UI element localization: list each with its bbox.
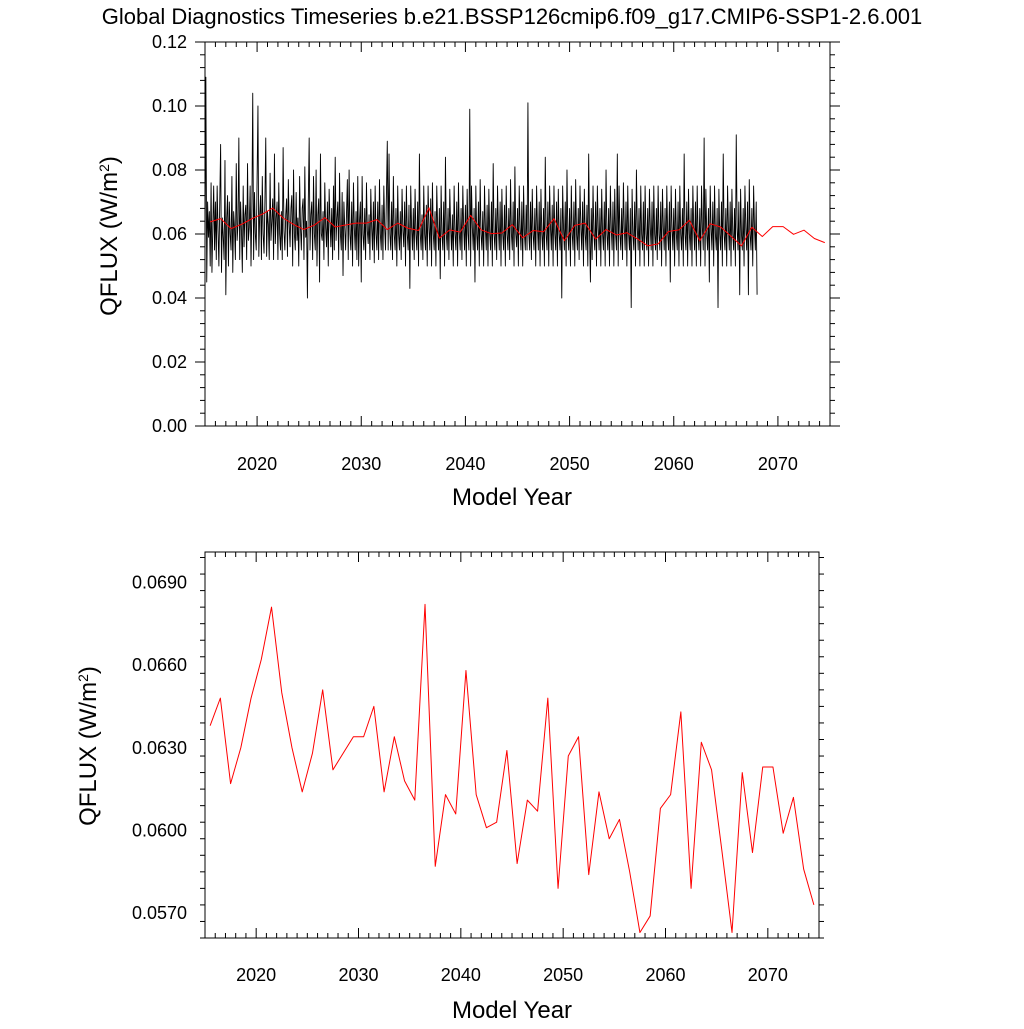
bottom-y-axis-title-sup: 2 [75, 674, 91, 682]
svg-text:QFLUX (W/m2): QFLUX (W/m2) [96, 156, 123, 316]
svg-text:QFLUX (W/m2): QFLUX (W/m2) [75, 666, 102, 826]
bottom-series-annual-line [209, 603, 815, 933]
bottom-y-tick-label: 0.0630 [132, 738, 187, 758]
bottom-x-axis-title: Model Year [452, 997, 572, 1024]
top-y-tick-label: 0.06 [152, 224, 187, 244]
bottom-y-tick-label: 0.0600 [132, 820, 187, 840]
top-y-axis-title-main: QFLUX (W/m [96, 172, 123, 316]
bottom-y-axis-title: QFLUX (W/m2) [75, 666, 102, 826]
bottom-y-tick-label: 0.0660 [132, 655, 187, 675]
top-y-tick-label: 0.12 [152, 32, 187, 52]
bottom-y-axis-title-main: QFLUX (W/m [75, 682, 102, 826]
bottom-panel: QFLUX (W/m2) Model Year 2020 2030 2040 2050… [75, 551, 824, 1024]
bottom-y-tick-label: 0.0570 [132, 903, 187, 923]
top-series-annual-line [210, 207, 825, 247]
bottom-y-tick-label: 0.0690 [132, 572, 187, 592]
top-y-tick-label: 0.10 [152, 96, 187, 116]
bottom-plot-frame [204, 551, 820, 939]
top-y-tick-label: 0.00 [152, 416, 187, 436]
bottom-x-tick-label: 2060 [645, 965, 685, 985]
top-x-tick-label: 2030 [341, 454, 381, 474]
top-panel: QFLUX (W/m2) Model Year 2020 2030 2040 2050… [96, 32, 840, 511]
top-y-axis-title-sup: 2 [96, 164, 112, 172]
figure-title: Global Diagnostics Timeseries b.e21.BSSP… [102, 4, 923, 29]
top-x-tick-label: 2050 [550, 454, 590, 474]
top-x-axis-title: Model Year [452, 484, 572, 511]
bottom-x-tick-label: 2050 [543, 965, 583, 985]
bottom-x-tick-label: 2020 [236, 965, 276, 985]
top-y-tick-label: 0.08 [152, 160, 187, 180]
top-y-axis-title: QFLUX (W/m2) [96, 156, 123, 316]
top-x-tick-label: 2020 [237, 454, 277, 474]
bottom-x-tick-label: 2030 [338, 965, 378, 985]
top-x-tick-label: 2040 [445, 454, 485, 474]
top-series-monthly-line [204, 76, 758, 309]
bottom-y-axis-title-tail: ) [75, 666, 102, 674]
top-x-tick-label: 2060 [654, 454, 694, 474]
top-y-tick-label: 0.04 [152, 288, 187, 308]
top-x-tick-label: 2070 [758, 454, 798, 474]
bottom-x-tick-label: 2040 [441, 965, 481, 985]
top-y-axis-title-tail: ) [96, 156, 123, 164]
bottom-x-tick-label: 2070 [748, 965, 788, 985]
top-y-tick-label: 0.02 [152, 352, 187, 372]
